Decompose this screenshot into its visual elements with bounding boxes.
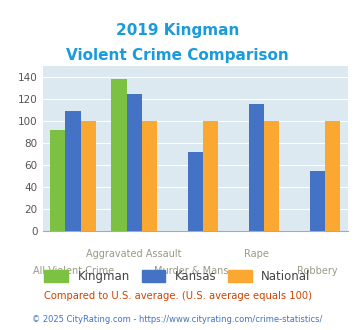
Text: Rape: Rape [244, 249, 269, 259]
Text: Violent Crime Comparison: Violent Crime Comparison [66, 48, 289, 63]
Bar [325, 121, 340, 231]
Text: Compared to U.S. average. (U.S. average equals 100): Compared to U.S. average. (U.S. average … [44, 291, 311, 301]
Bar [142, 121, 157, 231]
Bar [248, 105, 264, 231]
Bar [81, 121, 96, 231]
Bar [50, 130, 66, 231]
Bar [310, 171, 325, 231]
Text: 2019 Kingman: 2019 Kingman [116, 23, 239, 38]
Bar [188, 152, 203, 231]
Bar [264, 121, 279, 231]
Text: Aggravated Assault: Aggravated Assault [86, 249, 182, 259]
Bar [126, 93, 142, 231]
Text: Robbery: Robbery [297, 266, 338, 276]
Text: All Violent Crime: All Violent Crime [33, 266, 114, 276]
Text: © 2025 CityRating.com - https://www.cityrating.com/crime-statistics/: © 2025 CityRating.com - https://www.city… [32, 315, 323, 324]
Legend: Kingman, Kansas, National: Kingman, Kansas, National [41, 267, 314, 287]
Bar [111, 79, 126, 231]
Text: Murder & Mans...: Murder & Mans... [153, 266, 237, 276]
Bar [66, 111, 81, 231]
Bar [203, 121, 218, 231]
